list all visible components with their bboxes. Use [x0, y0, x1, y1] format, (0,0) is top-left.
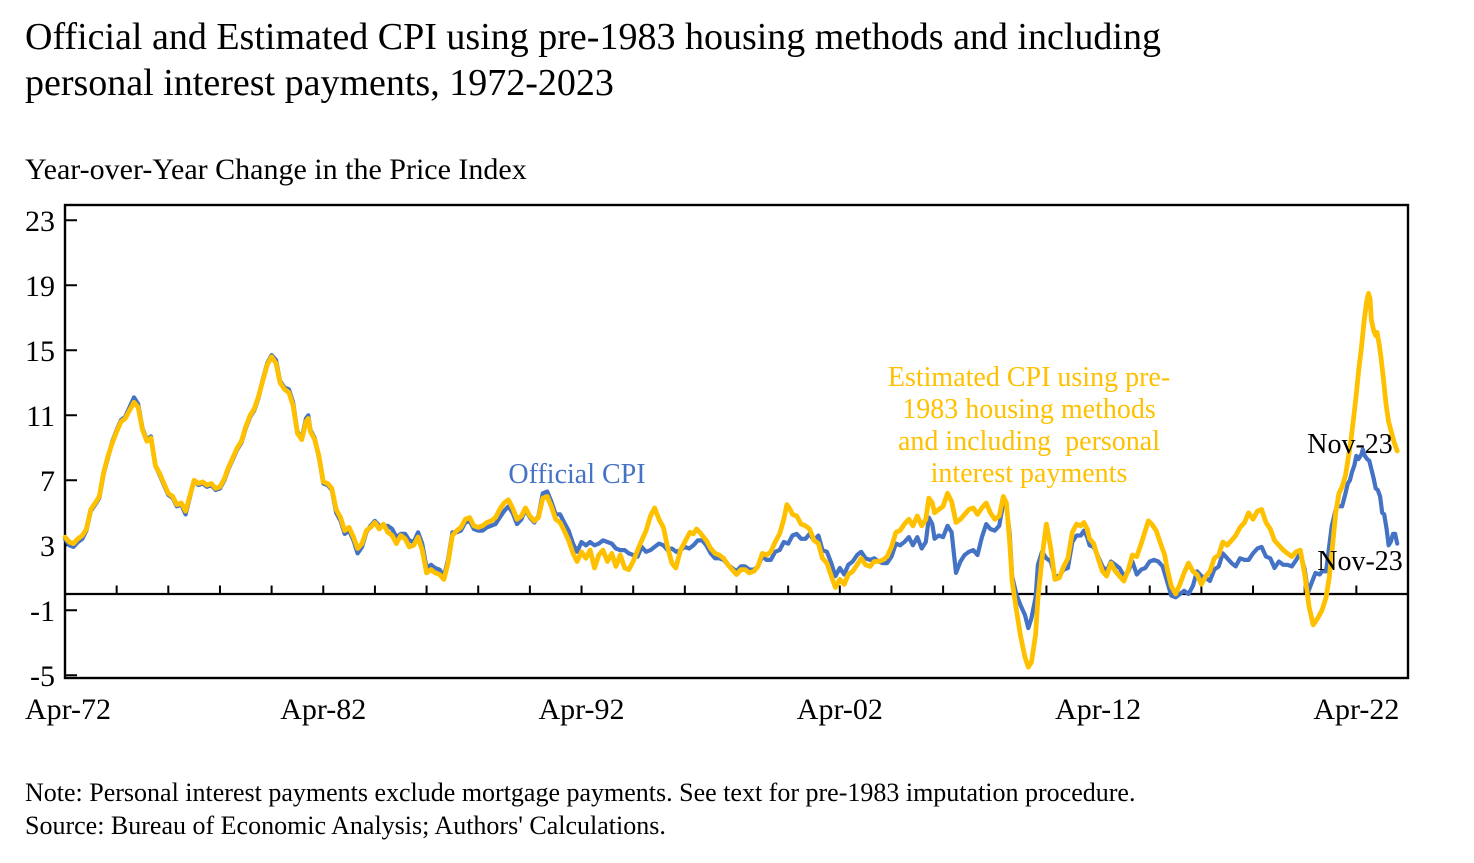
figure-title-line-1: Official and Estimated CPI using pre-198… [25, 16, 1161, 58]
y-axis-tick-label: 19 [25, 270, 55, 303]
figure-title-line-2: personal interest payments, 1972-2023 [25, 62, 614, 104]
x-axis-tick-label: Apr-72 [25, 693, 111, 726]
estimated-cpi-label-line-3: and including personal [897, 426, 1161, 457]
y-axis-tick-label: -1 [30, 595, 55, 628]
source-line: Source: Bureau of Economic Analysis; Aut… [25, 811, 666, 840]
figure-notes: Note: Personal interest payments exclude… [25, 776, 1135, 842]
y-axis-tick-label: 11 [26, 400, 55, 433]
figure-title: Official and Estimated CPI using pre-198… [25, 14, 1161, 106]
x-axis-tick-label: Apr-22 [1313, 693, 1399, 726]
x-axis-tick-label: Apr-02 [797, 693, 883, 726]
estimated-cpi-label-line-2: 1983 housing methods [902, 394, 1156, 425]
note-line: Note: Personal interest payments exclude… [25, 778, 1136, 807]
y-axis-tick-label: 15 [25, 335, 55, 368]
estimated-cpi-label-line-1: Estimated CPI using pre- [887, 362, 1171, 393]
nov23-official-annotation: Nov-23 [1317, 546, 1403, 577]
nov23-estimated-annotation: Nov-23 [1307, 429, 1393, 460]
y-axis-tick-label: 7 [40, 465, 55, 498]
y-axis-title: Year-over-Year Change in the Price Index [25, 153, 527, 186]
x-axis-tick-label: Apr-92 [539, 693, 625, 726]
estimated-cpi-line [62, 291, 1400, 670]
official-cpi-line [62, 353, 1400, 631]
x-axis-tick-label: Apr-82 [280, 693, 366, 726]
y-axis-tick-label: 3 [40, 530, 55, 563]
official-cpi-series-label: Official CPI [508, 459, 646, 490]
x-axis-tick-label: Apr-12 [1055, 693, 1141, 726]
y-axis-tick-label: 23 [25, 205, 55, 238]
plot-frame [63, 203, 1410, 680]
y-axis-tick-label: -5 [30, 660, 55, 693]
estimated-cpi-label-line-4: interest payments [930, 458, 1128, 489]
estimated-cpi-series-label: Estimated CPI using pre- 1983 housing me… [888, 362, 1170, 490]
